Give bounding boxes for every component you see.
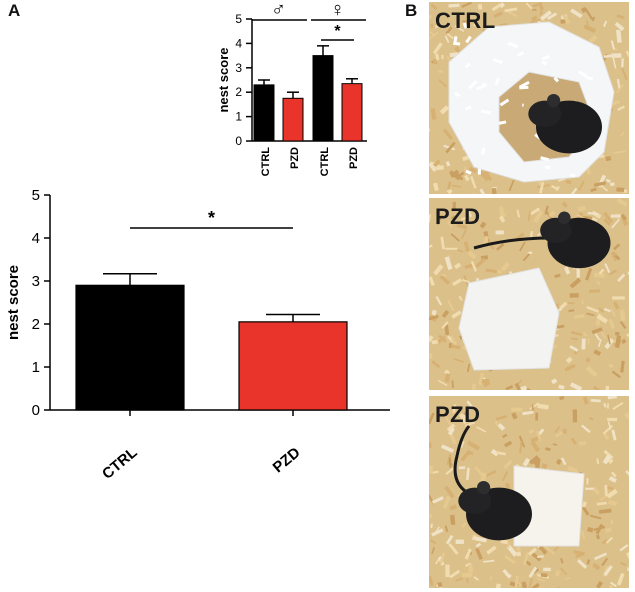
group-sex-symbol: ♀: [330, 0, 345, 21]
photo-illustration: [429, 2, 629, 194]
photo-1: CTRL: [429, 2, 629, 194]
mouse-figure: [473, 211, 611, 269]
photo-illustration: [429, 396, 629, 588]
y-tick-label: 2: [235, 85, 242, 99]
group-sex-symbol: ♂: [271, 0, 286, 21]
y-tick-label: 0: [235, 134, 242, 148]
y-axis-label: nest score: [216, 47, 231, 112]
y-tick-label: 1: [32, 359, 40, 376]
panel-label-b: B: [405, 1, 418, 20]
y-tick-label: 1: [235, 110, 242, 124]
y-axis-label: nest score: [5, 265, 22, 340]
y-tick-label: 0: [32, 402, 40, 419]
bar: [75, 284, 185, 411]
intact-nestlet: [458, 267, 560, 371]
photo-2: PZD: [429, 198, 629, 390]
y-tick-label: 4: [32, 230, 40, 247]
y-tick-label: 4: [235, 36, 242, 50]
x-tick-label: PZD: [270, 444, 304, 476]
y-tick-label: 2: [32, 316, 40, 333]
photo-label: PZD: [435, 204, 481, 229]
mouse-figure: [528, 94, 602, 154]
x-tick-label: CTRL: [99, 444, 141, 483]
x-tick-label: PZD: [348, 147, 360, 169]
photo-label: CTRL: [435, 8, 496, 33]
y-tick-label: 5: [32, 187, 40, 204]
significance-star: *: [208, 208, 215, 228]
bar: [282, 97, 304, 142]
panel-label-a: A: [8, 1, 21, 20]
inset-bar-chart: 0 1 2 3 4 5 nest score CTRL PZD CTRL PZD * ♂ ♀: [216, 0, 367, 176]
bar: [253, 84, 275, 142]
y-tick-label: 5: [235, 12, 242, 26]
significance-star: *: [334, 23, 341, 40]
x-tick-label: CTRL: [319, 147, 331, 177]
photo-3: PZD: [429, 396, 629, 588]
photo-illustration: [429, 198, 629, 390]
bar: [238, 321, 348, 411]
x-tick-label: PZD: [289, 147, 301, 169]
y-tick-label: 3: [235, 61, 242, 75]
photo-label: PZD: [435, 402, 481, 427]
bar: [341, 83, 363, 142]
x-tick-label: CTRL: [260, 147, 272, 177]
main-bar-chart: 0 1 2 3 4 5 nest score CTRL PZD *: [5, 187, 390, 483]
y-tick-label: 3: [32, 273, 40, 290]
bar: [312, 55, 334, 142]
mouse-figure: [453, 425, 532, 541]
